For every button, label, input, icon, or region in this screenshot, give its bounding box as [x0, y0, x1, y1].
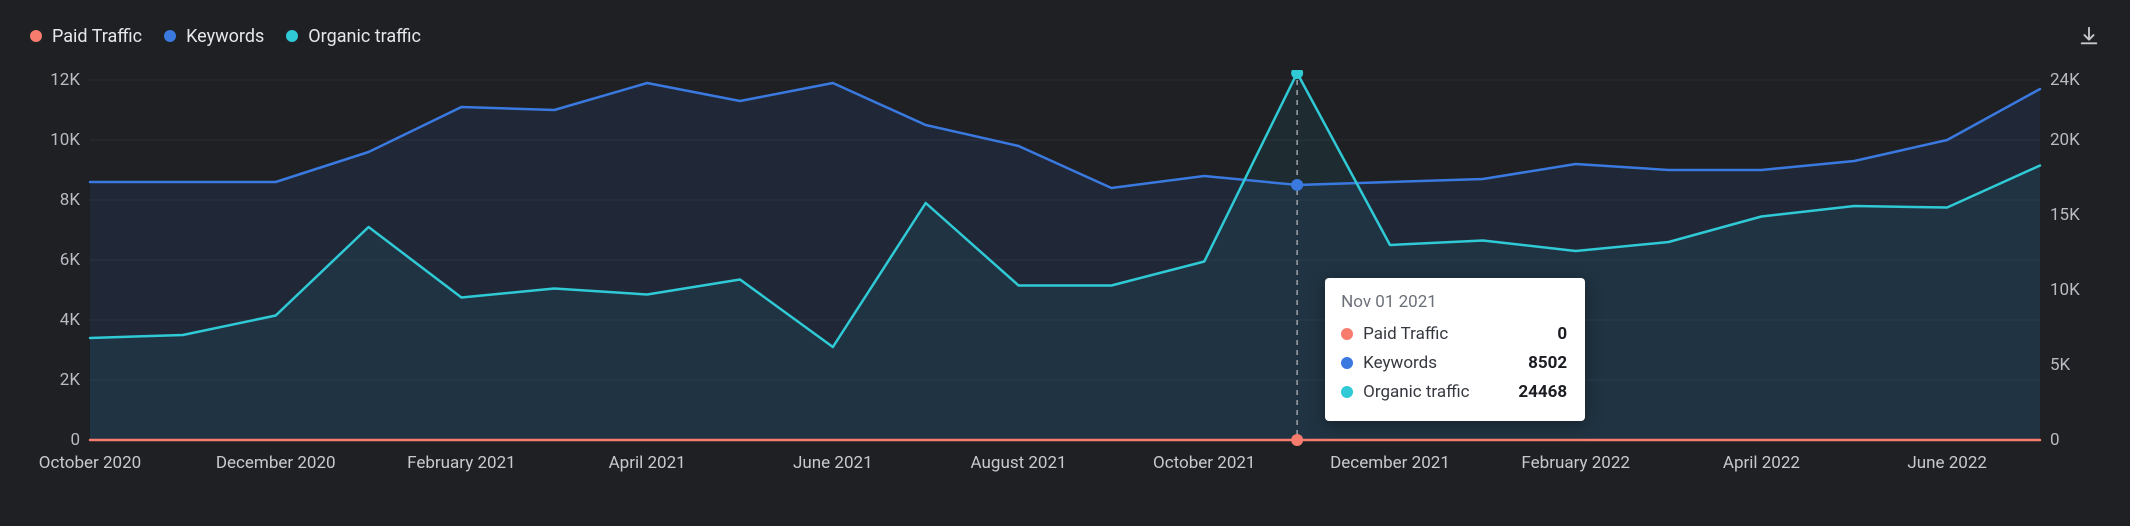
download-icon[interactable]: [2078, 25, 2100, 47]
svg-text:24K: 24K: [2050, 70, 2080, 90]
legend-label: Paid Traffic: [52, 26, 142, 47]
svg-text:6K: 6K: [60, 250, 81, 270]
svg-text:2K: 2K: [60, 370, 81, 390]
legend-item-paid-traffic[interactable]: Paid Traffic: [30, 26, 142, 47]
svg-text:April 2021: April 2021: [609, 453, 686, 473]
legend-item-organic-traffic[interactable]: Organic traffic: [286, 26, 421, 47]
svg-text:4K: 4K: [60, 310, 81, 330]
svg-text:10K: 10K: [50, 130, 80, 150]
svg-text:February 2022: February 2022: [1521, 453, 1630, 473]
tooltip-dot: [1341, 328, 1353, 340]
svg-text:April 2022: April 2022: [1723, 453, 1800, 473]
svg-text:20K: 20K: [2050, 130, 2080, 150]
traffic-chart-panel: Paid Traffic Keywords Organic traffic 0 2…: [0, 0, 2130, 526]
svg-text:June 2022: June 2022: [1907, 453, 1987, 473]
legend-item-keywords[interactable]: Keywords: [164, 26, 264, 47]
chart-area[interactable]: 0 2K 4K 6K 8K 10K 12K 0 5K 10K 15K 20K 24K October 20…: [30, 70, 2100, 500]
tooltip-dot: [1341, 386, 1353, 398]
tooltip-value: 24468: [1518, 378, 1567, 407]
svg-text:15K: 15K: [2050, 205, 2080, 225]
tooltip-row-organic: Organic traffic 24468: [1341, 378, 1567, 407]
svg-text:December 2021: December 2021: [1330, 453, 1450, 473]
legend-label: Keywords: [186, 26, 264, 47]
svg-text:October 2021: October 2021: [1153, 453, 1255, 473]
legend: Paid Traffic Keywords Organic traffic: [30, 26, 421, 47]
svg-text:0: 0: [2050, 430, 2060, 450]
legend-dot: [286, 30, 298, 42]
tooltip-row-paid: Paid Traffic 0: [1341, 320, 1567, 349]
tooltip-date: Nov 01 2021: [1341, 292, 1567, 312]
tooltip-label: Keywords: [1363, 349, 1437, 378]
tooltip-label: Paid Traffic: [1363, 320, 1448, 349]
svg-text:February 2021: February 2021: [407, 453, 516, 473]
svg-text:10K: 10K: [2050, 280, 2080, 300]
svg-text:0: 0: [70, 430, 80, 450]
svg-text:August 2021: August 2021: [971, 453, 1067, 473]
panel-topbar: Paid Traffic Keywords Organic traffic: [30, 20, 2100, 52]
svg-text:June 2021: June 2021: [793, 453, 873, 473]
chart-svg: 0 2K 4K 6K 8K 10K 12K 0 5K 10K 15K 20K 24K October 20…: [30, 70, 2100, 500]
tooltip-value: 8502: [1528, 349, 1567, 378]
svg-text:October 2020: October 2020: [39, 453, 141, 473]
svg-text:5K: 5K: [2050, 355, 2071, 375]
legend-dot: [164, 30, 176, 42]
svg-text:12K: 12K: [50, 70, 80, 90]
tooltip-label: Organic traffic: [1363, 378, 1469, 407]
svg-text:December 2020: December 2020: [216, 453, 336, 473]
svg-text:8K: 8K: [60, 190, 81, 210]
hover-tooltip: Nov 01 2021 Paid Traffic 0 Keywords 8502: [1325, 278, 1585, 421]
tooltip-dot: [1341, 357, 1353, 369]
legend-dot: [30, 30, 42, 42]
legend-label: Organic traffic: [308, 26, 421, 47]
tooltip-row-keywords: Keywords 8502: [1341, 349, 1567, 378]
tooltip-value: 0: [1557, 320, 1567, 349]
